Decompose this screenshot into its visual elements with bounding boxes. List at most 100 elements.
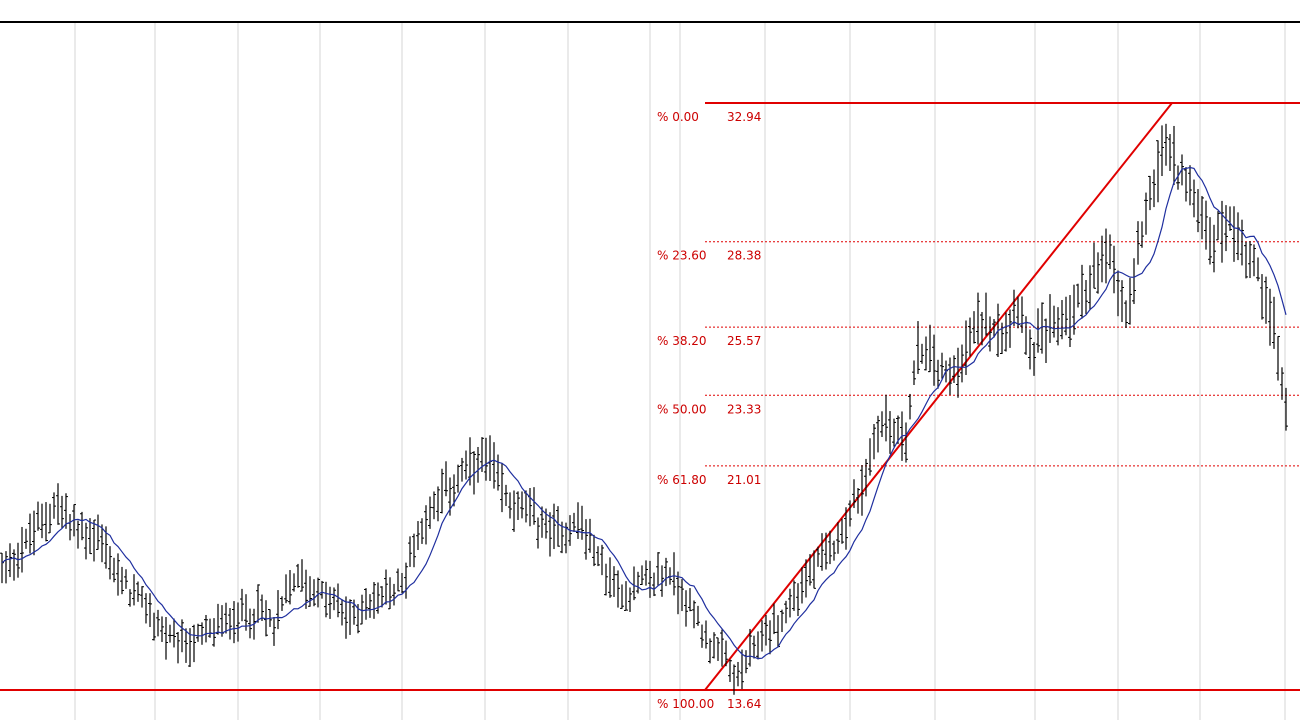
fib-price-label: 25.57 <box>727 334 761 348</box>
ohlc-bar <box>500 462 504 513</box>
ohlc-bar <box>1092 242 1096 289</box>
ohlc-bar <box>848 500 852 527</box>
ohlc-bar <box>636 571 640 594</box>
fib-trend-line <box>704 102 1173 691</box>
ohlc-bar <box>148 593 152 628</box>
ohlc-bar <box>232 601 236 644</box>
ohlc-bar <box>576 502 580 539</box>
ohlc-bar <box>532 487 536 525</box>
ohlc-bar <box>504 484 508 507</box>
ohlc-bar <box>588 518 592 553</box>
ohlc-bar <box>984 292 988 336</box>
ohlc-bar <box>1204 200 1208 250</box>
ohlc-bar <box>864 458 868 497</box>
ohlc-bar <box>972 311 976 344</box>
ohlc-bar <box>44 502 48 542</box>
ohlc-bar <box>512 490 516 532</box>
ohlc-bar <box>680 579 684 612</box>
ohlc-bar <box>248 608 252 639</box>
ohlc-bar <box>628 587 632 612</box>
ohlc-bar <box>48 503 52 534</box>
ohlc-bar <box>752 635 756 659</box>
ohlc-bar <box>212 618 216 647</box>
ohlc-bar <box>424 505 428 545</box>
ohlc-bar <box>556 506 560 547</box>
ohlc-bar <box>1184 167 1188 202</box>
ohlc-bar <box>1276 335 1280 381</box>
ohlc-bar <box>1096 252 1100 294</box>
ohlc-bar <box>644 560 648 586</box>
ohlc-bar <box>620 584 624 609</box>
ohlc-bar <box>888 411 892 454</box>
ohlc-bar <box>656 552 660 586</box>
ohlc-bar <box>264 600 268 637</box>
ohlc-bar <box>1196 189 1200 233</box>
ohlc-bar <box>164 617 168 660</box>
ohlc-bar <box>320 580 324 599</box>
ohlc-bar <box>940 352 944 379</box>
ohlc-bar <box>692 600 696 629</box>
ohlc-bar <box>308 576 312 607</box>
ohlc-bar <box>36 501 40 531</box>
ohlc-bar <box>936 359 940 389</box>
ohlc-bar <box>1052 305 1056 338</box>
ohlc-bar <box>1272 296 1276 349</box>
fibonacci-retracement: % 0.00 32.94 % 23.60 28.38 % 38.20 25.57 % 50.… <box>0 102 1300 711</box>
ohlc-bar <box>1060 300 1064 340</box>
ohlc-bar <box>1068 295 1072 348</box>
ohlc-bar <box>516 491 520 520</box>
ohlc-bar <box>836 522 840 554</box>
ohlc-bar <box>408 536 412 567</box>
ohlc-bar <box>1088 265 1092 311</box>
ohlc-bar <box>1120 280 1124 323</box>
ohlc-bar <box>1192 179 1196 218</box>
ohlc-bar <box>376 582 380 614</box>
ohlc-bar <box>708 638 712 664</box>
ohlc-bar <box>652 572 656 597</box>
ohlc-bar <box>124 569 128 589</box>
ohlc-bar <box>404 562 408 599</box>
ohlc-bar <box>492 442 496 489</box>
ohlc-bar <box>792 580 796 611</box>
ohlc-bar <box>40 503 44 539</box>
ohlc-bar <box>1020 296 1024 333</box>
ohlc-bar <box>100 524 104 563</box>
ohlc-bar <box>1132 258 1136 305</box>
ohlc-bar <box>1168 134 1172 171</box>
ohlc-bar <box>1232 206 1236 262</box>
fib-percent-label: % 23.60 <box>657 249 707 263</box>
ohlc-bar <box>140 586 144 608</box>
ohlc-bar <box>716 637 720 661</box>
ohlc-bar <box>316 577 320 608</box>
ohlc-bar <box>116 553 120 596</box>
ohlc-bar <box>56 483 60 525</box>
ohlc-bar <box>876 415 880 453</box>
ohlc-bar <box>32 510 36 556</box>
ohlc-bar <box>924 336 928 371</box>
ohlc-bar <box>508 492 512 519</box>
ohlc-bar <box>332 587 336 611</box>
ohlc-bar <box>896 415 900 445</box>
fib-percent-label: % 61.80 <box>657 473 707 487</box>
ohlc-bar <box>8 543 12 578</box>
ohlc-bar <box>1188 165 1192 206</box>
fib-price-label: 21.01 <box>727 473 761 487</box>
ohlc-bar <box>580 505 584 540</box>
ohlc-bar <box>1032 342 1036 376</box>
ohlc-bar <box>1072 284 1076 335</box>
ohlc-bar <box>128 589 132 607</box>
ohlc-bar <box>180 619 184 653</box>
ohlc-bar <box>184 628 188 663</box>
ohlc-bar <box>1240 219 1244 266</box>
ohlc-bar <box>108 546 112 580</box>
ohlc-bar <box>956 347 960 398</box>
ohlc-bar <box>28 513 32 554</box>
ohlc-bar <box>768 620 772 655</box>
ohlc-bar <box>520 491 524 519</box>
ohlc-bar <box>892 418 896 447</box>
ohlc-bar <box>200 622 204 645</box>
ohlc-bar <box>172 618 176 648</box>
ohlc-bar <box>284 574 288 604</box>
ohlc-bar <box>1104 228 1108 284</box>
